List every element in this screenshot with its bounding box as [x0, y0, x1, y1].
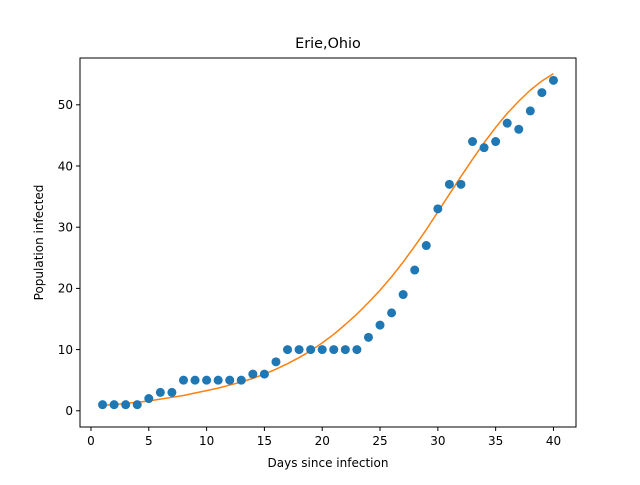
y-tick-label: 0: [65, 404, 73, 418]
y-tick-label: 40: [58, 159, 73, 173]
x-axis-label: Days since infection: [268, 456, 389, 470]
data-point: [132, 400, 142, 410]
data-point: [236, 375, 246, 385]
x-tick-label: 5: [145, 434, 153, 448]
data-point: [178, 375, 188, 385]
y-axis-label: Population infected: [32, 185, 46, 301]
y-tick-label: 30: [58, 221, 73, 235]
x-tick-label: 0: [87, 434, 95, 448]
data-point: [375, 320, 385, 330]
y-tick-label: 10: [58, 343, 73, 357]
chart-title: Erie,Ohio: [295, 36, 361, 52]
data-point: [329, 345, 339, 355]
x-tick-label: 30: [430, 434, 445, 448]
data-point: [317, 345, 327, 355]
data-point: [248, 369, 258, 379]
data-point: [456, 179, 466, 189]
data-point: [202, 375, 212, 385]
data-point: [363, 332, 373, 342]
fit-curve-line: [102, 72, 554, 407]
x-tick-label: 25: [372, 434, 387, 448]
data-point: [387, 308, 397, 318]
data-point: [525, 106, 535, 116]
data-point: [502, 118, 512, 128]
data-point: [410, 265, 420, 275]
x-tick-label: 40: [546, 434, 561, 448]
data-point: [548, 75, 558, 85]
data-point: [421, 241, 431, 251]
data-point: [271, 357, 281, 367]
x-tick-label: 15: [257, 434, 272, 448]
data-point: [479, 143, 489, 153]
data-point: [514, 124, 524, 134]
data-point: [167, 387, 177, 397]
x-axis: 0 5 10 15 20 25 30 35 40: [87, 427, 561, 448]
data-point: [444, 179, 454, 189]
data-point: [109, 400, 119, 410]
axes-frame: [79, 57, 577, 428]
y-tick-label: 20: [58, 282, 73, 296]
data-point: [98, 400, 108, 410]
y-axis: 0 10 20 30 40 50: [58, 98, 80, 418]
data-point: [283, 345, 293, 355]
data-point: [190, 375, 200, 385]
data-point: [491, 137, 501, 147]
data-point: [155, 387, 165, 397]
x-tick-label: 20: [315, 434, 330, 448]
y-tick-label: 50: [58, 98, 73, 112]
data-point: [225, 375, 235, 385]
x-tick-label: 35: [488, 434, 503, 448]
data-point: [306, 345, 316, 355]
data-point: [121, 400, 131, 410]
data-point: [433, 204, 443, 214]
data-point: [340, 345, 350, 355]
data-point: [352, 345, 362, 355]
data-point: [398, 290, 408, 300]
plot-marks: [98, 72, 558, 410]
data-point: [259, 369, 269, 379]
data-point: [294, 345, 304, 355]
data-point: [468, 137, 478, 147]
data-point: [213, 375, 223, 385]
x-tick-label: 10: [199, 434, 214, 448]
data-point: [144, 394, 154, 404]
data-point: [537, 88, 547, 98]
